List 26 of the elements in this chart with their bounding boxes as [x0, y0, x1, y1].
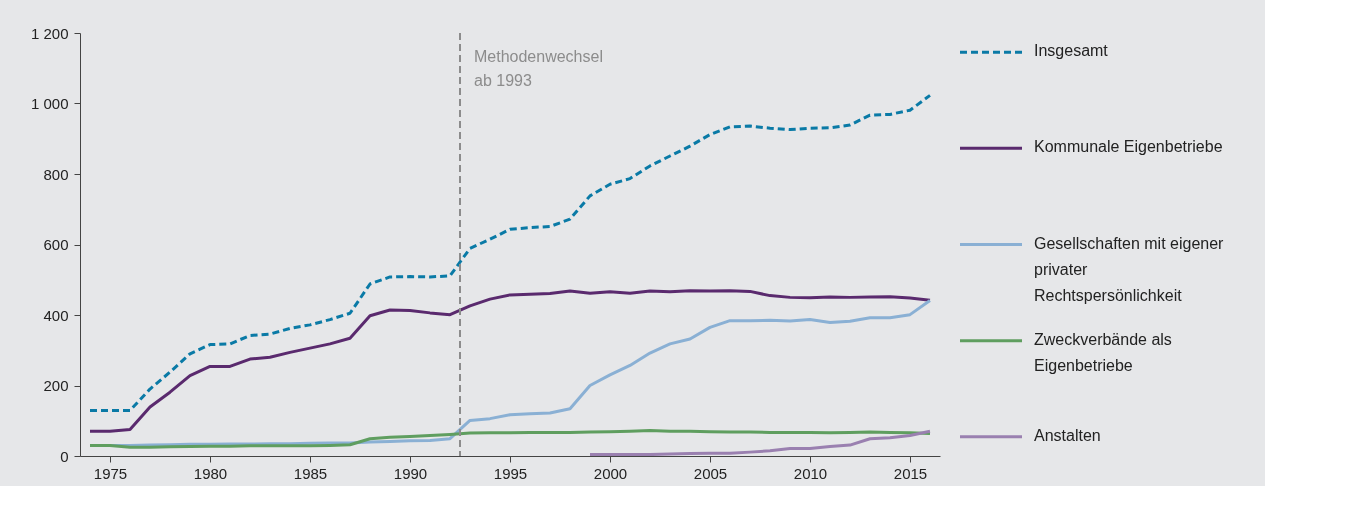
x-tick-label: 2000 — [593, 464, 628, 482]
line-series — [588, 429, 932, 456]
legend-label: Zweckverbände als Eigenbetriebe — [1034, 330, 1172, 374]
legend-label: Insgesamt — [1034, 42, 1109, 60]
y-tick-label: 200 — [43, 377, 69, 394]
y-tick-label: 1 200 — [30, 24, 69, 42]
x-tick-label: 1985 — [293, 464, 328, 482]
line-series — [88, 93, 932, 413]
x-tick-label: 1980 — [193, 464, 228, 482]
x-tick-label: 2010 — [793, 464, 828, 482]
x-tick-label: 1995 — [493, 464, 528, 482]
x-tick-label: 1975 — [93, 464, 128, 482]
y-tick-label: 0 — [60, 447, 69, 465]
ref-line-label: Methodenwechsel ab 1993 — [474, 48, 603, 89]
line-series — [88, 429, 932, 449]
legend-label: Gesellschaften mit eigener privater Rechtspersönlichkeit — [1034, 234, 1225, 304]
x-tick-label: 2005 — [693, 464, 728, 482]
y-tick-label: 600 — [43, 236, 69, 253]
x-tick-label: 1990 — [393, 464, 428, 482]
legend-label: Kommunale Eigenbetriebe — [1034, 138, 1223, 156]
y-tick-label: 400 — [43, 306, 69, 324]
line-series — [88, 289, 932, 433]
x-tick-label: 2015 — [893, 464, 928, 482]
legend-label: Anstalten — [1034, 426, 1101, 444]
y-tick-label: 800 — [43, 165, 69, 183]
y-tick-label: 1 000 — [30, 95, 69, 112]
